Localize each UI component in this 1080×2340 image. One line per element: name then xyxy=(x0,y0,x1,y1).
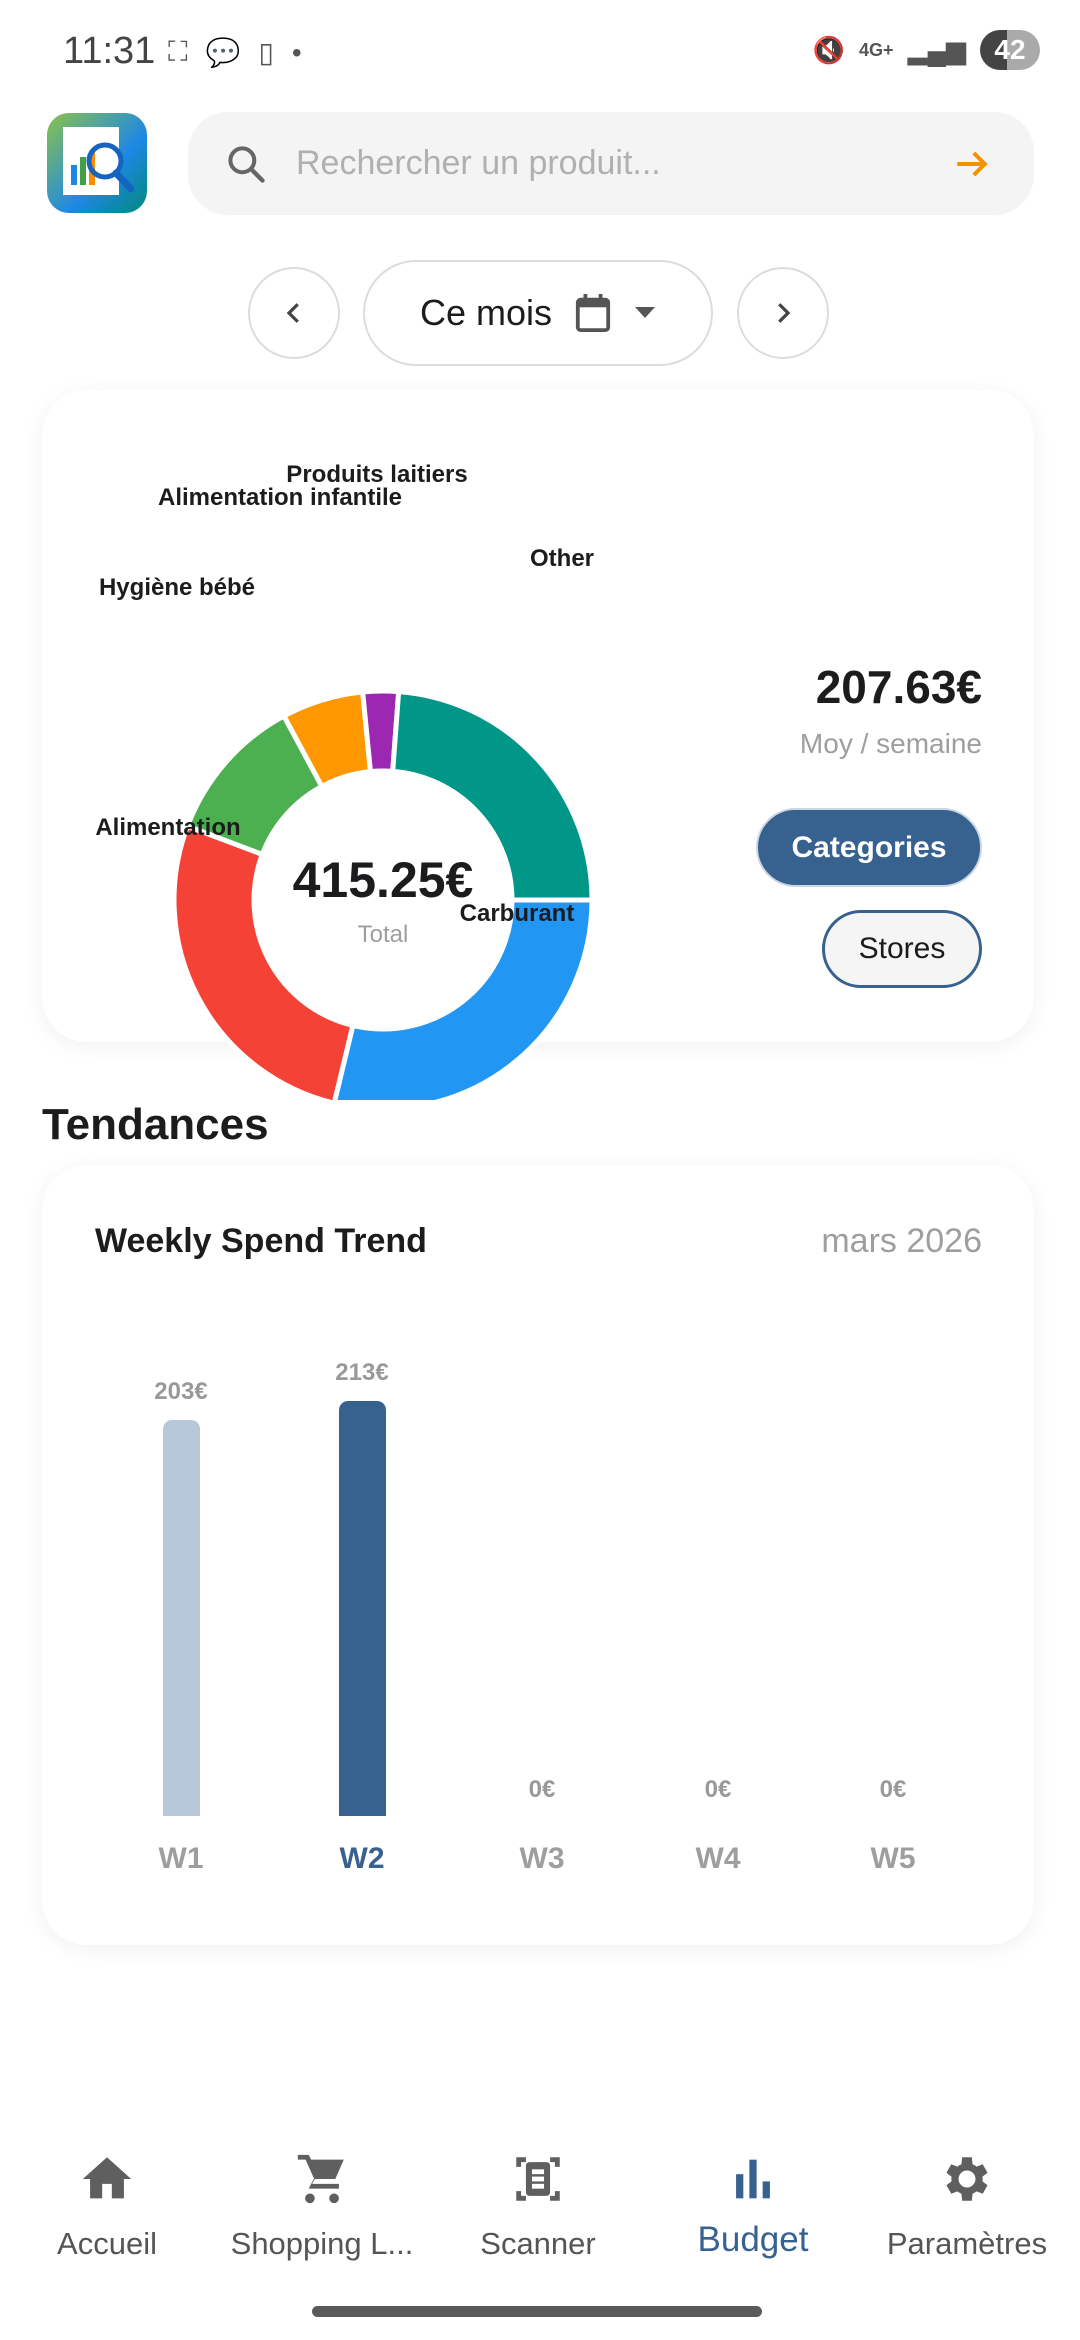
search-bar[interactable] xyxy=(188,112,1034,215)
home-indicator[interactable] xyxy=(312,2306,762,2317)
donut-slice-carburant[interactable] xyxy=(332,897,595,1100)
donut-label: Other xyxy=(529,545,595,572)
x-axis-label: W4 xyxy=(695,1842,741,1875)
cart-icon xyxy=(297,2154,344,2204)
previous-period-button[interactable] xyxy=(248,267,340,359)
nav-label: Scanner xyxy=(480,2226,596,2261)
trend-chart-month: mars 2026 xyxy=(821,1222,982,1260)
donut-label: Hygiène bébé xyxy=(98,574,256,601)
trend-chart-title: Weekly Spend Trend xyxy=(95,1222,427,1260)
mute-icon: 🔇 xyxy=(812,34,846,65)
section-title: Tendances xyxy=(42,1100,269,1149)
nav-item-scanner[interactable]: Scanner xyxy=(438,2150,638,2262)
calendar-icon xyxy=(575,294,611,333)
weekly-average-label: Moy / semaine xyxy=(799,728,982,759)
weekly-trend-card xyxy=(42,1165,1034,1945)
total-amount: 415.25€ xyxy=(292,852,474,908)
battery-indicator: 42 xyxy=(980,30,1040,70)
status-system-icons: 🔇 4G+ ▂▄▆ 42 xyxy=(813,30,1040,70)
x-axis-label: W3 xyxy=(519,1842,565,1875)
categories-toggle-button[interactable]: Categories xyxy=(756,808,982,887)
donut-label: Carburant xyxy=(459,900,575,927)
bar-value-label: 0€ xyxy=(879,1776,907,1803)
donut-label: Produits laitiers xyxy=(286,461,468,488)
bar-chart-icon xyxy=(736,2159,770,2199)
bar-w1[interactable] xyxy=(162,1420,200,1816)
search-icon xyxy=(228,145,265,183)
network-label: 4G+ xyxy=(859,39,894,60)
nav-label: Budget xyxy=(697,2220,809,2259)
status-time: 11:31 xyxy=(63,30,156,72)
donut-center: 415.25€ Total xyxy=(293,851,474,949)
search-input[interactable] xyxy=(296,144,950,183)
bar-w2[interactable] xyxy=(338,1400,386,1816)
nav-label: Accueil xyxy=(57,2226,157,2261)
donut-slice-alimentation[interactable] xyxy=(171,822,356,1100)
x-axis-label: W5 xyxy=(870,1842,916,1875)
category-donut-chart xyxy=(171,688,595,1100)
donut-label: Alimentation infantile xyxy=(157,484,403,511)
total-label: Total xyxy=(357,921,409,948)
status-notification-icons: ⛶ 💬 ▯ • xyxy=(168,36,302,69)
bar-value-label: 0€ xyxy=(704,1776,732,1803)
chat-icon: 💬 xyxy=(205,37,241,68)
nav-item-home[interactable]: Accueil xyxy=(7,2150,207,2262)
nav-item-cart[interactable]: Shopping L... xyxy=(222,2150,422,2262)
nav-item-gear[interactable]: Paramètres xyxy=(867,2150,1067,2262)
nav-label: Shopping L... xyxy=(230,2226,414,2261)
signal-icon: ▂▄▆ xyxy=(907,34,966,65)
donut-slice-other[interactable] xyxy=(389,688,595,903)
dot-icon: • xyxy=(291,36,302,68)
weekly-average: 207.63€ Moy / semaine xyxy=(800,660,982,760)
bar-value-label: 203€ xyxy=(154,1378,208,1406)
weekly-average-amount: 207.63€ xyxy=(815,661,982,713)
app-logo xyxy=(47,113,147,213)
scanner-icon xyxy=(516,2157,560,2201)
next-period-button[interactable] xyxy=(737,267,829,359)
bar-value-label: 0€ xyxy=(528,1776,556,1803)
period-dropdown[interactable]: Ce mois xyxy=(363,260,713,366)
app-notification-icon: ▯ xyxy=(258,37,274,68)
chevron-right-icon xyxy=(778,303,791,323)
x-axis-label: W2 xyxy=(339,1842,385,1875)
stores-toggle-button[interactable]: Stores xyxy=(822,910,982,988)
home-icon xyxy=(82,2157,132,2199)
nav-item-bar-chart[interactable]: Budget xyxy=(653,2150,853,2260)
nav-label: Paramètres xyxy=(886,2226,1048,2261)
chevron-left-icon xyxy=(286,303,299,323)
dropdown-arrow-icon xyxy=(635,307,656,318)
period-label: Ce mois xyxy=(419,292,553,333)
screenshot-icon: ⛶ xyxy=(168,36,188,67)
donut-label: Alimentation xyxy=(95,814,241,841)
arrow-right-icon[interactable] xyxy=(950,142,994,186)
x-axis-label: W1 xyxy=(158,1842,204,1875)
gear-icon xyxy=(946,2157,988,2201)
bar-value-label: 213€ xyxy=(335,1358,389,1386)
